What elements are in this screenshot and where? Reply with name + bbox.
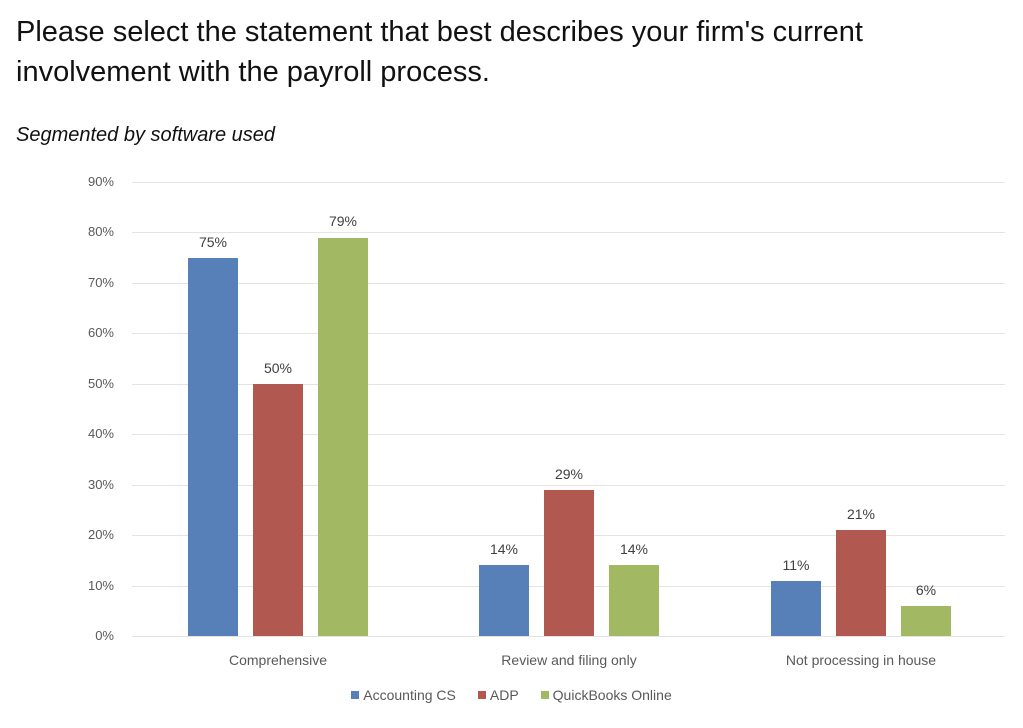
gridline bbox=[132, 282, 1005, 284]
legend-item: Accounting CS bbox=[351, 687, 456, 703]
legend-label: Accounting CS bbox=[363, 687, 456, 703]
gridline bbox=[132, 434, 1005, 436]
gridline bbox=[132, 333, 1005, 335]
legend-swatch-icon bbox=[477, 691, 486, 699]
gridline bbox=[132, 636, 1005, 637]
data-label: 11% bbox=[782, 556, 810, 573]
data-label: 29% bbox=[554, 465, 584, 482]
bar bbox=[479, 565, 529, 636]
legend-swatch-icon bbox=[540, 691, 549, 699]
bar bbox=[253, 383, 303, 636]
y-tick-label: 90% bbox=[87, 174, 114, 189]
data-label: 50% bbox=[263, 359, 293, 376]
bar bbox=[836, 530, 886, 636]
gridline bbox=[132, 182, 1005, 183]
plot-area: 75% 50% 79% 14% 29% 14% 11% 21% 6% bbox=[132, 182, 1005, 637]
legend-item: QuickBooks Online bbox=[540, 687, 672, 703]
data-label: 6% bbox=[915, 581, 937, 598]
data-label: 75% bbox=[198, 233, 228, 250]
gridline bbox=[132, 383, 1005, 385]
gridline bbox=[132, 484, 1005, 486]
data-label: 14% bbox=[489, 541, 519, 558]
data-label: 14% bbox=[619, 541, 649, 558]
x-tick-label: Review and filing only bbox=[501, 652, 637, 668]
bar bbox=[544, 489, 594, 636]
y-tick-label: 10% bbox=[87, 577, 114, 593]
data-label: 21% bbox=[846, 506, 876, 523]
y-tick-label: 60% bbox=[87, 325, 114, 341]
y-tick-label: 50% bbox=[87, 375, 114, 391]
y-tick-label: 0% bbox=[95, 628, 114, 643]
legend-label: ADP bbox=[489, 687, 519, 703]
bar bbox=[609, 565, 659, 636]
bar bbox=[188, 257, 238, 636]
y-tick-label: 20% bbox=[87, 527, 114, 543]
y-tick-label: 30% bbox=[87, 476, 114, 492]
chart-title: Please select the statement that best de… bbox=[16, 16, 863, 88]
data-label: 79% bbox=[328, 213, 358, 230]
legend: Accounting CS ADP QuickBooks Online bbox=[0, 687, 1023, 703]
legend-swatch-icon bbox=[351, 691, 360, 699]
bar bbox=[771, 580, 821, 636]
gridline bbox=[132, 232, 1005, 234]
x-tick-label: Not processing in house bbox=[785, 652, 937, 668]
chart-subtitle: Segmented by software used bbox=[16, 124, 276, 146]
y-tick-label: 70% bbox=[87, 274, 114, 290]
y-tick-label: 80% bbox=[87, 224, 114, 240]
bar bbox=[901, 605, 951, 636]
legend-label: QuickBooks Online bbox=[552, 687, 672, 703]
bar bbox=[318, 237, 368, 636]
legend-item: ADP bbox=[477, 687, 519, 703]
y-tick-label: 40% bbox=[87, 426, 114, 442]
x-tick-label: Comprehensive bbox=[228, 652, 328, 668]
